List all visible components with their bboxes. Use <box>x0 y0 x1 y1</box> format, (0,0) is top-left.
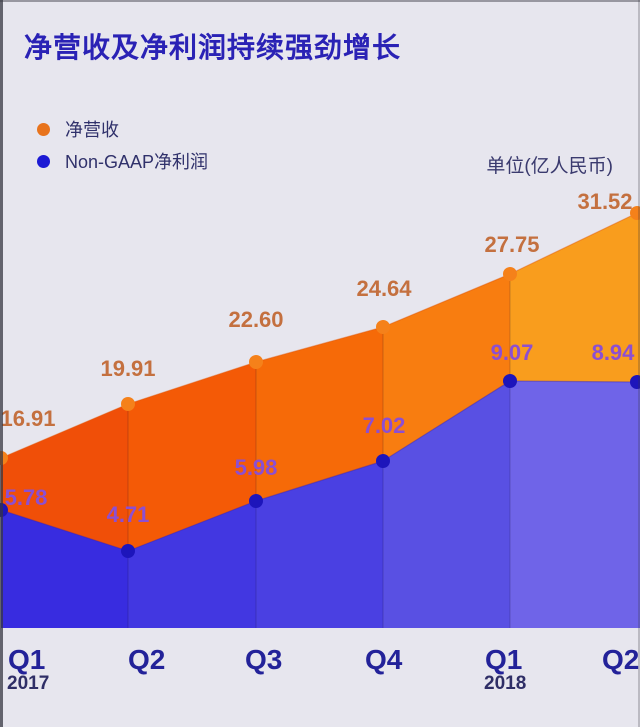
revenue-data-point-marker <box>121 397 135 411</box>
x-axis-quarter-label: Q3 <box>245 644 283 675</box>
revenue-value-label: 31.52 <box>577 189 632 214</box>
profit-value-label: 4.71 <box>107 502 150 527</box>
profit-value-label: 7.02 <box>363 413 406 438</box>
left-border-line <box>0 0 3 727</box>
revenue-data-point-marker <box>503 267 517 281</box>
revenue-value-label: 24.64 <box>356 276 412 301</box>
revenue-value-label: 22.60 <box>228 307 283 332</box>
revenue-value-label: 19.91 <box>100 356 155 381</box>
x-axis-year-label: 2017 <box>7 673 50 694</box>
revenue-value-label: 16.91 <box>0 406 55 431</box>
profit-area-segment <box>383 381 510 628</box>
legend-item-revenue: 净营收 <box>37 118 208 140</box>
top-border-line <box>0 0 640 2</box>
x-axis-year-label: 2018 <box>484 673 527 694</box>
profit-data-point-marker <box>503 374 517 388</box>
profit-data-point-marker <box>630 375 640 389</box>
profit-area-segment <box>637 382 640 628</box>
right-border-line <box>638 0 640 727</box>
profit-area-segment <box>1 510 128 628</box>
x-axis-quarter-label: Q1 <box>8 644 46 675</box>
x-axis-quarter-label: Q4 <box>365 644 403 675</box>
legend-label-revenue: 净营收 <box>65 120 119 140</box>
x-axis-quarter-label: Q2 <box>128 644 166 675</box>
profit-value-label: 8.94 <box>592 340 636 365</box>
unit-label: 单位(亿人民币) <box>486 156 613 177</box>
revenue-data-point-marker <box>630 206 640 220</box>
legend-item-profit: Non-GAAP净利润 <box>37 150 208 172</box>
revenue-dot-icon <box>37 122 50 136</box>
chart-title: 净营收及净利润持续强劲增长 <box>24 32 402 63</box>
x-axis-quarter-label: Q1 <box>485 644 523 675</box>
profit-area-segment <box>128 501 256 628</box>
x-axis-quarter-label: Q2 <box>602 644 640 675</box>
profit-data-point-marker <box>376 454 390 468</box>
profit-value-label: 5.78 <box>5 485 48 510</box>
profit-data-point-marker <box>249 494 263 508</box>
profit-data-point-marker <box>121 544 135 558</box>
revenue-data-point-marker <box>249 355 263 369</box>
profit-value-label: 5.98 <box>235 455 278 480</box>
legend: 净营收 Non-GAAP净利润 <box>37 118 208 182</box>
profit-area-segment <box>256 461 383 628</box>
legend-label-profit: Non-GAAP净利润 <box>65 152 209 172</box>
revenue-value-label: 27.75 <box>484 232 539 257</box>
revenue-data-point-marker <box>376 320 390 334</box>
profit-value-label: 9.07 <box>491 340 534 365</box>
profit-dot-icon <box>37 154 50 168</box>
profit-area-segment <box>510 381 637 628</box>
